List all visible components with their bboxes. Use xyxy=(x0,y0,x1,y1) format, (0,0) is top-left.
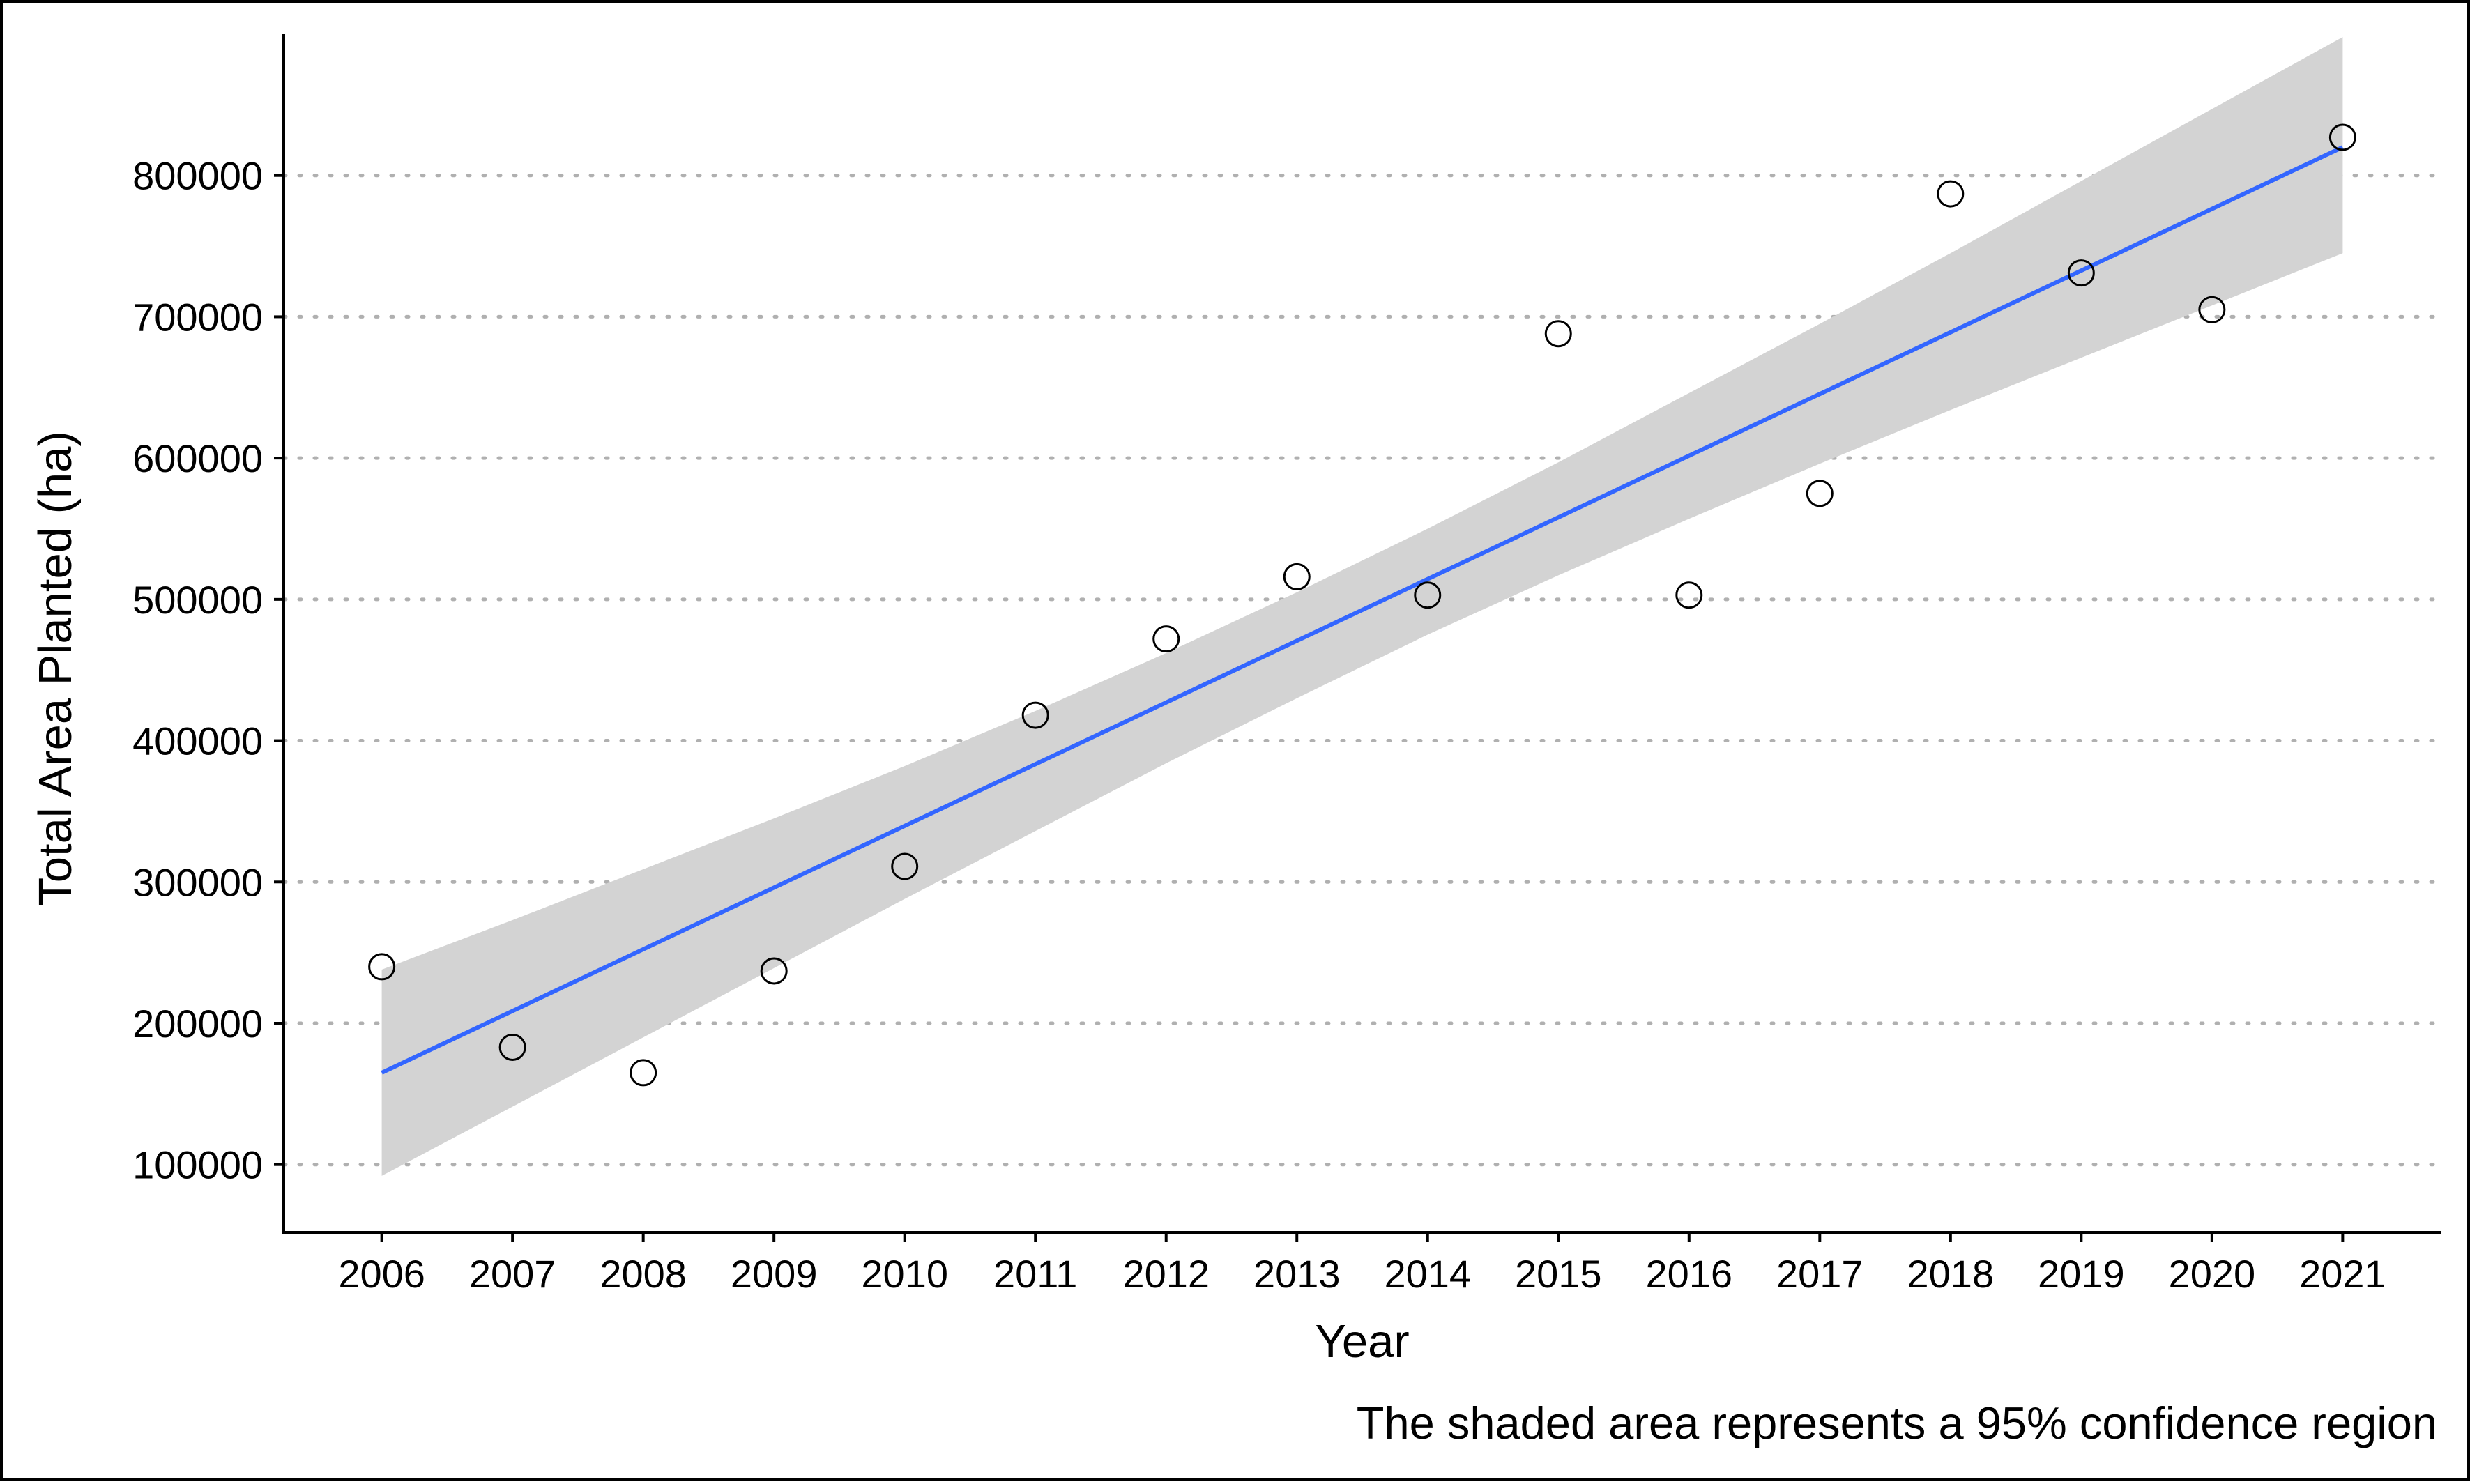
x-tick-label-13: 2019 xyxy=(2038,1252,2125,1296)
x-tick-label-12: 2018 xyxy=(1907,1252,1995,1296)
confidence-band-layer xyxy=(382,37,2343,1176)
data-point-2012 xyxy=(1154,627,1179,652)
x-tick-label-8: 2014 xyxy=(1384,1252,1471,1296)
x-tick-label-14: 2020 xyxy=(2169,1252,2256,1296)
x-tick-label-9: 2015 xyxy=(1515,1252,1602,1296)
data-point-2016 xyxy=(1677,583,1702,608)
chart-svg: 2006 2007 2008 2009 2010 2011 2012 2013 2014 2015… xyxy=(3,3,2470,1484)
x-tick-label-15: 2021 xyxy=(2299,1252,2386,1296)
fit-line-layer xyxy=(382,147,2343,1073)
x-tick-label-6: 2012 xyxy=(1122,1252,1210,1296)
y-tick-label-7: 800000 xyxy=(132,154,263,198)
y-tick-label-4: 500000 xyxy=(132,578,263,622)
x-tick-label-5: 2011 xyxy=(993,1252,1077,1296)
data-point-2018 xyxy=(1938,181,1963,206)
data-point-2008 xyxy=(631,1060,656,1085)
y-axis-title: Total Area Planted (ha) xyxy=(29,431,82,906)
chart-caption: The shaded area represents a 95% confide… xyxy=(1357,1398,2437,1448)
data-point-2013 xyxy=(1284,564,1309,589)
y-tick-label-6: 700000 xyxy=(132,295,263,339)
confidence-band xyxy=(382,37,2343,1176)
x-tick-label-2: 2008 xyxy=(600,1252,687,1296)
y-ticks: 100000 200000 300000 400000 500000 600000 7000… xyxy=(132,154,284,1187)
x-axis-title: Year xyxy=(1315,1315,1409,1368)
x-tick-label-3: 2009 xyxy=(731,1252,818,1296)
y-tick-label-5: 600000 xyxy=(132,436,263,480)
x-tick-label-1: 2007 xyxy=(469,1252,556,1296)
fit-line xyxy=(382,147,2343,1073)
x-tick-label-7: 2013 xyxy=(1253,1252,1341,1296)
y-tick-label-0: 100000 xyxy=(132,1143,263,1187)
data-point-2015 xyxy=(1546,321,1571,346)
x-ticks: 2006 2007 2008 2009 2010 2011 2012 2013 2014 2015… xyxy=(338,1232,2386,1296)
x-tick-label-0: 2006 xyxy=(338,1252,425,1296)
x-tick-label-4: 2010 xyxy=(861,1252,948,1296)
y-tick-label-3: 400000 xyxy=(132,719,263,763)
y-tick-label-2: 300000 xyxy=(132,860,263,904)
x-tick-label-11: 2017 xyxy=(1776,1252,1863,1296)
y-tick-label-1: 200000 xyxy=(132,1002,263,1046)
data-point-2017 xyxy=(1807,481,1832,506)
x-tick-label-10: 2016 xyxy=(1645,1252,1732,1296)
